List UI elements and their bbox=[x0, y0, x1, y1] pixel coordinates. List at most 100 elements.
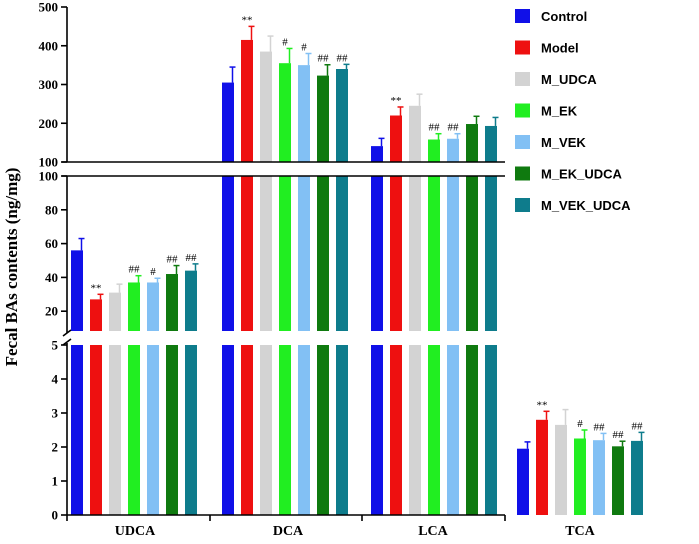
bar-Control-DCA bbox=[222, 82, 234, 162]
bar-Control-DCA-lower bbox=[222, 345, 234, 515]
annotation-Model-UDCA: ** bbox=[91, 282, 102, 294]
bar-M_EK_UDCA-DCA bbox=[317, 75, 329, 162]
annotation-M_EK-DCA: # bbox=[282, 36, 288, 48]
legend-swatch-M_VEK bbox=[515, 135, 530, 149]
x-tick-label-DCA: DCA bbox=[273, 524, 304, 539]
bar-M_VEK_UDCA-TCA bbox=[631, 440, 643, 515]
bar-M_EK-UDCA-lower bbox=[128, 345, 140, 515]
bar-M_EK_UDCA-DCA-lower bbox=[317, 345, 329, 515]
bar-M_VEK-UDCA-lower bbox=[147, 345, 159, 515]
y-tick-label-1: 1 bbox=[52, 474, 59, 489]
annotation-M_VEK-DCA: # bbox=[301, 42, 307, 54]
y-tick-label-2: 2 bbox=[52, 440, 59, 455]
y-tick-label-0: 0 bbox=[52, 508, 59, 523]
annotation-M_VEK_UDCA-UDCA: ## bbox=[186, 252, 198, 264]
bar-M_VEK-TCA bbox=[593, 440, 605, 515]
bar-M_VEK_UDCA-LCA bbox=[485, 125, 497, 162]
annotation-Model-TCA: ** bbox=[537, 399, 548, 411]
y-tick-label-200: 200 bbox=[39, 116, 59, 131]
bar-Control-UDCA bbox=[71, 250, 83, 345]
y-tick-label-100: 100 bbox=[39, 155, 59, 170]
x-tick-label-UDCA: UDCA bbox=[115, 524, 156, 539]
annotation-Model-DCA: ** bbox=[242, 14, 253, 26]
y-tick-label-5: 5 bbox=[52, 338, 59, 353]
y-tick-label-500: 500 bbox=[39, 0, 59, 15]
legend-swatch-M_VEK_UDCA bbox=[515, 198, 530, 212]
axis-break-mark-a bbox=[62, 329, 72, 337]
annotation-M_VEK-TCA: ## bbox=[594, 421, 606, 433]
annotation-M_EK_UDCA-DCA: ## bbox=[318, 53, 330, 65]
bar-M_EK_UDCA-UDCA bbox=[166, 274, 178, 345]
annotation-M_VEK-UDCA: # bbox=[150, 266, 156, 278]
bar-M_EK-UDCA bbox=[128, 282, 140, 345]
x-tick-label-LCA: LCA bbox=[418, 524, 448, 539]
bar-M_EK-DCA-middle bbox=[279, 176, 291, 345]
bar-M_VEK_UDCA-LCA-lower bbox=[485, 345, 497, 515]
legend-swatch-Model bbox=[515, 40, 530, 55]
bar-M_EK_UDCA-DCA-middle bbox=[317, 176, 329, 345]
bar-M_VEK_UDCA-DCA-lower bbox=[336, 345, 348, 515]
legend-swatch-M_EK bbox=[515, 103, 530, 118]
bar-Model-LCA-lower bbox=[390, 345, 402, 515]
bar-M_EK_UDCA-LCA bbox=[466, 124, 478, 162]
bar-M_VEK_UDCA-UDCA bbox=[185, 270, 197, 345]
annotation-M_EK-TCA: # bbox=[577, 418, 583, 430]
bar-M_EK-LCA-lower bbox=[428, 345, 440, 515]
bar-M_EK-TCA bbox=[574, 438, 586, 515]
legend-label-Control: Control bbox=[541, 9, 587, 24]
annotation-M_VEK-LCA: ## bbox=[448, 122, 460, 134]
legend-label-M_VEK: M_VEK bbox=[541, 135, 586, 150]
axis-break-mark-b bbox=[62, 338, 72, 346]
bar-M_EK_UDCA-UDCA-lower bbox=[166, 345, 178, 515]
y-tick-label-60: 60 bbox=[45, 236, 58, 251]
annotation-M_EK-UDCA: ## bbox=[129, 264, 141, 276]
bar-M_EK-LCA bbox=[428, 139, 440, 162]
bar-M_UDCA-DCA-lower bbox=[260, 345, 272, 515]
bar-Control-LCA-middle bbox=[371, 176, 383, 345]
bar-M_UDCA-LCA bbox=[409, 105, 421, 162]
bar-Model-DCA-middle bbox=[241, 176, 253, 345]
axis-break-band-lower bbox=[61, 331, 507, 345]
annotation-Model-LCA: ** bbox=[391, 95, 402, 107]
bar-Control-LCA-lower bbox=[371, 345, 383, 515]
bar-Control-LCA bbox=[371, 146, 383, 162]
bar-M_UDCA-TCA bbox=[555, 424, 567, 515]
y-tick-label-100: 100 bbox=[39, 169, 59, 184]
bar-M_UDCA-LCA-lower bbox=[409, 345, 421, 515]
bar-M_UDCA-DCA-middle bbox=[260, 176, 272, 345]
bar-M_EK_UDCA-TCA bbox=[612, 446, 624, 515]
legend-label-M_UDCA: M_UDCA bbox=[541, 72, 597, 87]
y-tick-label-80: 80 bbox=[45, 202, 58, 217]
annotation-M_EK_UDCA-UDCA: ## bbox=[167, 254, 179, 266]
y-tick-label-3: 3 bbox=[52, 406, 59, 421]
annotation-M_VEK_UDCA-TCA: ## bbox=[632, 420, 644, 432]
bar-M_VEK-LCA-middle bbox=[447, 176, 459, 345]
bar-Model-TCA bbox=[536, 419, 548, 515]
bar-M_UDCA-UDCA-lower bbox=[109, 345, 121, 515]
bar-Model-DCA bbox=[241, 39, 253, 162]
bar-M_EK-DCA bbox=[279, 63, 291, 162]
bar-M_VEK-UDCA bbox=[147, 282, 159, 345]
y-tick-label-400: 400 bbox=[39, 38, 59, 53]
legend-label-M_VEK_UDCA: M_VEK_UDCA bbox=[541, 198, 631, 213]
y-tick-label-300: 300 bbox=[39, 77, 59, 92]
bar-Model-UDCA-lower bbox=[90, 345, 102, 515]
legend-label-M_EK_UDCA: M_EK_UDCA bbox=[541, 167, 623, 182]
legend-label-Model: Model bbox=[541, 41, 579, 56]
bar-M_VEK_UDCA-UDCA-lower bbox=[185, 345, 197, 515]
bar-M_VEK_UDCA-DCA-middle bbox=[336, 176, 348, 345]
bar-Model-DCA-lower bbox=[241, 345, 253, 515]
bar-M_EK_UDCA-LCA-middle bbox=[466, 176, 478, 345]
y-tick-label-4: 4 bbox=[52, 372, 59, 387]
annotation-M_EK_UDCA-TCA: ## bbox=[613, 429, 625, 441]
bar-M_VEK-DCA-middle bbox=[298, 176, 310, 345]
x-tick-label-TCA: TCA bbox=[565, 524, 595, 539]
bar-M_VEK-DCA bbox=[298, 65, 310, 162]
annotation-M_EK-LCA: ## bbox=[429, 122, 441, 134]
axis-break-band-upper bbox=[61, 162, 507, 176]
bar-Model-LCA bbox=[390, 115, 402, 162]
bar-M_EK-DCA-lower bbox=[279, 345, 291, 515]
legend-swatch-Control bbox=[515, 9, 530, 23]
